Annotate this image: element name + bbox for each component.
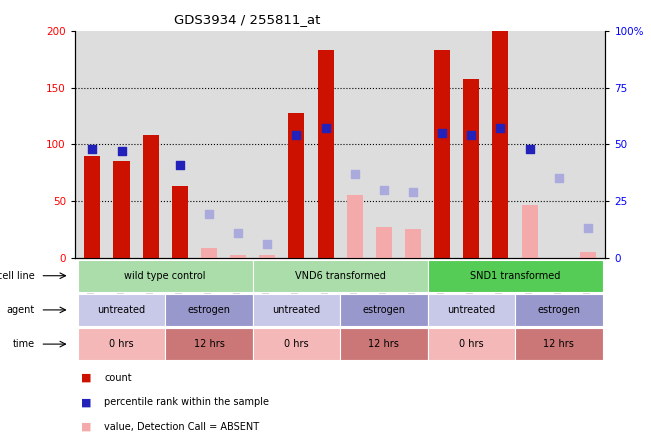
- Text: 0 hrs: 0 hrs: [284, 339, 309, 349]
- Bar: [143, 135, 159, 258]
- Point: [87, 145, 98, 152]
- Bar: [172, 186, 188, 258]
- Text: 0 hrs: 0 hrs: [459, 339, 484, 349]
- Bar: [340, 328, 428, 360]
- Bar: [85, 156, 100, 258]
- Bar: [347, 195, 363, 258]
- Bar: [428, 328, 515, 360]
- Text: GDS3934 / 255811_at: GDS3934 / 255811_at: [174, 13, 320, 26]
- Text: count: count: [104, 373, 132, 383]
- Bar: [428, 260, 603, 292]
- Text: untreated: untreated: [272, 305, 320, 315]
- Bar: [259, 255, 275, 258]
- Point: [350, 170, 360, 177]
- Bar: [492, 31, 508, 258]
- Text: ■: ■: [81, 373, 92, 383]
- Bar: [230, 255, 246, 258]
- Bar: [521, 206, 538, 258]
- Bar: [253, 328, 340, 360]
- Bar: [515, 294, 603, 326]
- Text: estrogen: estrogen: [537, 305, 580, 315]
- Bar: [165, 328, 253, 360]
- Text: 12 hrs: 12 hrs: [193, 339, 225, 349]
- Text: 12 hrs: 12 hrs: [368, 339, 399, 349]
- Text: untreated: untreated: [98, 305, 146, 315]
- Point: [583, 225, 593, 232]
- Text: percentile rank within the sample: percentile rank within the sample: [104, 397, 269, 407]
- Bar: [405, 229, 421, 258]
- Text: VND6 transformed: VND6 transformed: [295, 271, 385, 281]
- Text: agent: agent: [7, 305, 35, 315]
- Bar: [253, 294, 340, 326]
- Text: value, Detection Call = ABSENT: value, Detection Call = ABSENT: [104, 422, 259, 432]
- Point: [466, 132, 477, 139]
- Bar: [318, 50, 333, 258]
- Bar: [340, 294, 428, 326]
- Point: [379, 186, 389, 193]
- Text: time: time: [13, 339, 35, 349]
- Text: untreated: untreated: [447, 305, 495, 315]
- Bar: [77, 260, 253, 292]
- Bar: [77, 294, 165, 326]
- Text: estrogen: estrogen: [363, 305, 406, 315]
- Bar: [428, 294, 515, 326]
- Bar: [376, 227, 392, 258]
- Point: [204, 211, 214, 218]
- Text: ■: ■: [81, 422, 92, 432]
- Bar: [580, 252, 596, 258]
- Point: [525, 145, 535, 152]
- Point: [320, 125, 331, 132]
- Point: [174, 161, 185, 168]
- Bar: [113, 161, 130, 258]
- Point: [117, 147, 127, 155]
- Bar: [253, 260, 428, 292]
- Text: 12 hrs: 12 hrs: [544, 339, 574, 349]
- Bar: [464, 79, 479, 258]
- Point: [553, 175, 564, 182]
- Point: [262, 240, 273, 247]
- Point: [437, 130, 447, 137]
- Point: [495, 125, 506, 132]
- Bar: [515, 328, 603, 360]
- Text: wild type control: wild type control: [124, 271, 206, 281]
- Point: [233, 229, 243, 236]
- Bar: [165, 294, 253, 326]
- Text: 0 hrs: 0 hrs: [109, 339, 134, 349]
- Text: estrogen: estrogen: [187, 305, 230, 315]
- Text: SND1 transformed: SND1 transformed: [470, 271, 561, 281]
- Text: cell line: cell line: [0, 271, 35, 281]
- Bar: [77, 328, 165, 360]
- Bar: [288, 113, 305, 258]
- Text: ■: ■: [81, 397, 92, 407]
- Bar: [201, 249, 217, 258]
- Point: [291, 132, 301, 139]
- Bar: [434, 50, 450, 258]
- Point: [408, 188, 418, 195]
